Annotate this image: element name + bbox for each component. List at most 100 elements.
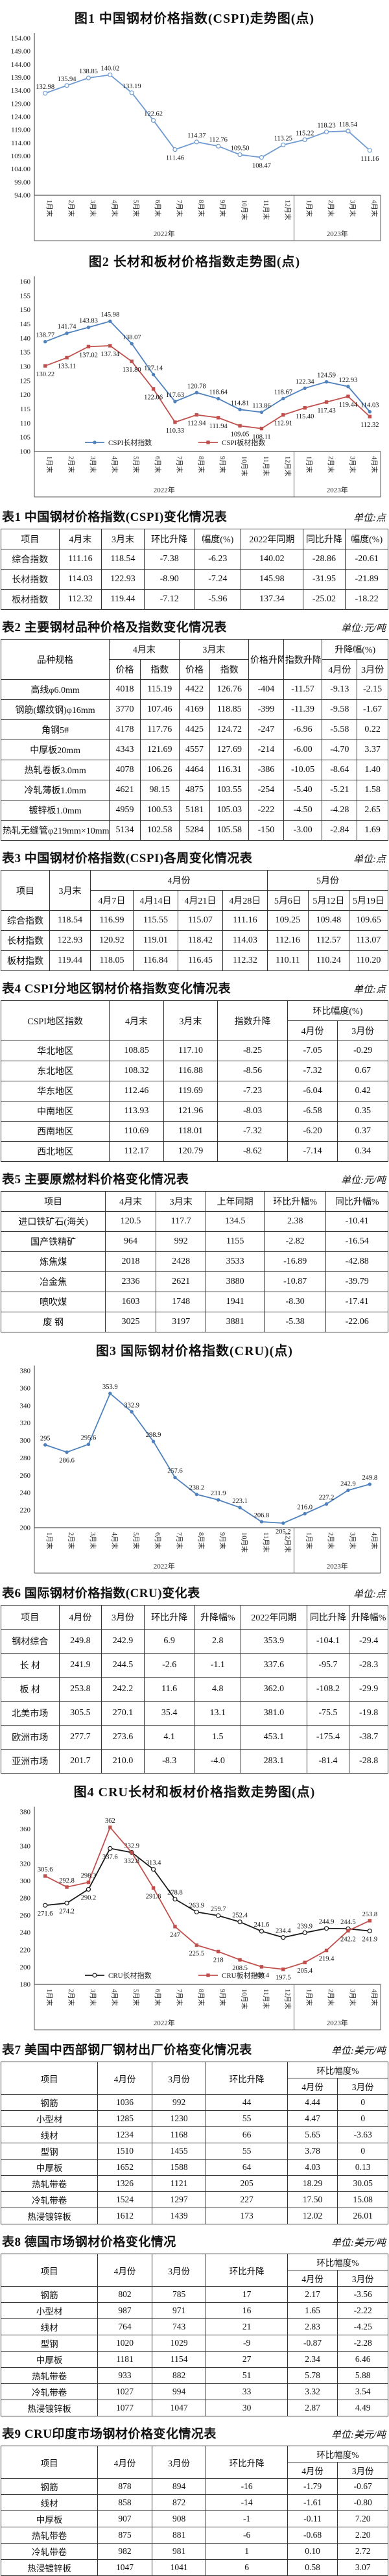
data-label: 120.78 [187,383,206,390]
cell: -7.38 [143,549,195,570]
data-label: 110.33 [166,427,185,435]
cell: 878 [97,2478,152,2495]
header-row: 项目 4月份 3月份 环比升降 环比幅度% [0,2446,389,2479]
row-label: 钢材综合 [1,1629,60,1654]
y-axis-tick: 360 [20,1825,31,1833]
cell: -8.03 [217,1101,288,1122]
row-label: 中厚板 [0,2351,99,2368]
cell: 1 [206,2543,288,2560]
table-row: 冷轧带卷 982 981 1 0.10 2.72 [0,2543,388,2560]
column-header: 指数升降 [217,1000,288,1041]
x-axis-tick: 3月末 [89,456,97,474]
data-label: 112.91 [274,420,293,427]
column-header: 4月21日 [177,890,223,911]
data-label: 205.4 [297,1968,312,1975]
data-label: 247 [170,1932,180,1939]
table-row: 热轧带卷 933 882 51 5.78 5.88 [0,2367,388,2384]
data-point [151,372,156,377]
cell: -214 [248,740,284,760]
data-point [281,1935,286,1940]
column-header: 3月份 [337,2078,388,2095]
cell: 277.7 [58,1725,102,1750]
row-label: 炼焦煤 [0,1251,106,1272]
cell: -6 [206,2527,288,2544]
cell: 3025 [105,1312,156,1332]
header-row: 项目 4月末 3月末 环比升降 幅度(%) 2022年同期 同比升降 幅度(%) [1,529,388,549]
cell: 121.96 [163,1101,218,1122]
cell: 55 [206,2143,288,2160]
column-header: 3月份 [337,2270,388,2287]
data-label: 108.47 [252,163,271,170]
y-axis-tick: 110 [20,420,31,427]
cell: 2.17 [287,2286,338,2303]
table-row: 北美市场 305.5 270.1 35.4 13.1 381.0 -75.5 -19.8 [1,1701,388,1726]
column-header: 4月份 [287,2270,338,2287]
cell: 118.85 [209,699,250,720]
x-axis-tick: 1月末 [305,1989,314,2006]
cell: 117.76 [139,719,180,740]
x-axis-tick: 12月末 [283,1989,292,2010]
x-axis-tick: 8月末 [197,1532,206,1550]
data-label: 205.2 [276,1528,291,1535]
x-axis-tick: 4月末 [370,1989,379,2006]
cell: 5284 [178,820,211,841]
data-label: 239.9 [297,1923,312,1930]
data-label: 242.9 [340,1480,356,1487]
cell: 1154 [151,2351,207,2368]
y-axis-tick: 220 [20,1946,31,1954]
cell: 26.01 [337,2208,388,2224]
column-header: 4月份 [287,2462,338,2479]
cell: -21.89 [345,569,388,590]
row-label: 华北地区 [0,1041,110,1061]
data-point [86,1442,91,1447]
row-label: 冷轧带卷 [0,2191,99,2208]
data-label: 133.19 [123,83,141,90]
y-axis-tick: 340 [20,1843,31,1851]
data-point [150,117,156,123]
data-point [108,344,112,348]
table-row: 冷轧带卷 1524 1297 227 17.50 15.08 [0,2191,388,2208]
table-row: 废 钢 3025 3197 3881 -5.38 -22.06 [0,1312,388,1332]
table5-title: 表5 主要原燃材料价格变化情况表 [2,1173,189,1186]
column-header: 4月份 [287,2078,338,2095]
data-point [238,407,242,412]
cell: 5.78 [287,2367,338,2384]
cell: -8.64 [322,760,358,780]
data-label: 263.9 [189,1902,205,1909]
table2-unit: 单位:元/吨 [340,623,386,634]
x-axis-tick: 3月末 [89,200,97,217]
row-label: 东北地区 [0,1061,110,1081]
cell: -6.96 [283,719,323,740]
cell: -95.7 [306,1653,350,1678]
cell: 6.46 [337,2351,388,2368]
table-row: 中厚板 907 908 -1 -0.11 7.20 [0,2510,388,2527]
cell: 1041 [151,2559,207,2576]
legend-label: CRU长材指数 [108,1971,152,1980]
cell: 17.50 [287,2191,338,2208]
cell: 110.20 [348,950,389,971]
cell: 126.76 [209,679,250,700]
table9-section: 表9 CRU印度市场钢材价格变化情况表 单位:美元/吨 项目 4月份 3月份 环比升降… [0,2416,389,2576]
data-label: 114.37 [187,132,206,139]
table1-title-row: 表1 中国钢材价格指数(CSPI)变化情况表 单位:点 [1,500,388,529]
cell: -8.25 [217,1041,288,1061]
column-header: 价格升降 [248,639,284,680]
data-label: 140.02 [100,65,119,72]
row-label: 北美市场 [1,1701,60,1726]
y-axis-tick: 120 [20,391,31,399]
data-point [86,344,91,349]
row-label: 中南地区 [0,1101,110,1122]
data-point [216,1913,221,1918]
row-label: 钢筋 [0,2478,99,2495]
cell: 21 [206,2318,288,2335]
y-axis-tick: 124.00 [11,114,31,121]
cell: 253.8 [58,1677,102,1702]
cell: 1047 [151,2400,207,2416]
cell: 118.54 [101,549,145,570]
x-axis-tick: 10月末 [241,200,249,221]
x-axis-tick: 1月末 [45,200,54,217]
x-axis-tick: 4月末 [110,456,119,474]
column-header: 4月份 [287,1020,338,1041]
data-label: 208.5 [232,1965,248,1972]
x-axis-tick: 11月末 [262,456,270,477]
